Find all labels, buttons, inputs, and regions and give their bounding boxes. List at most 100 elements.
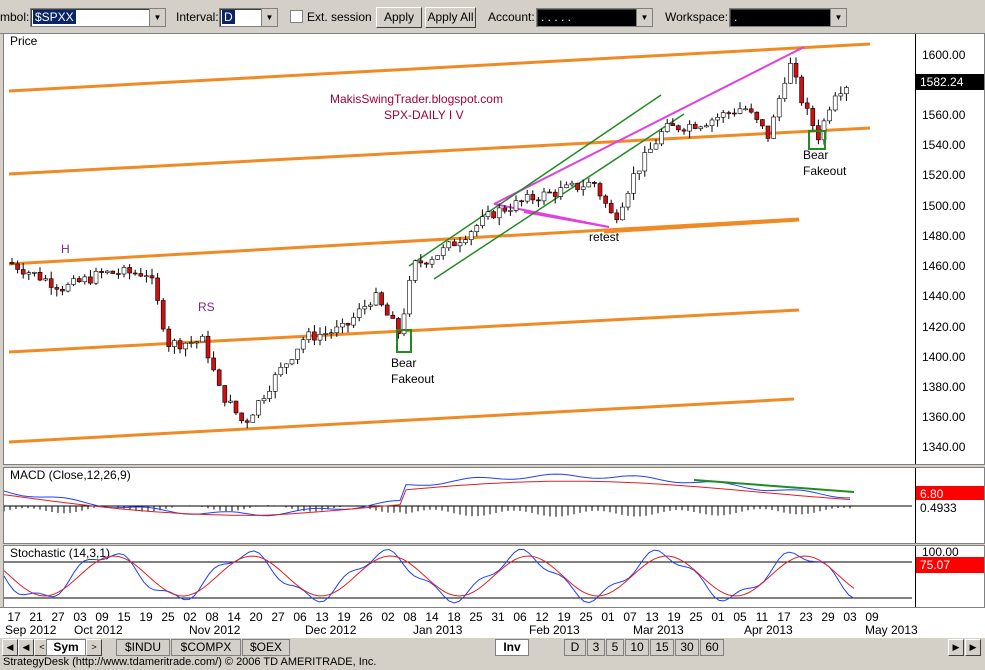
chevron-right-icon[interactable]: >	[86, 639, 102, 656]
candle-body	[698, 126, 704, 129]
chevron-down-icon[interactable]: ▼	[261, 9, 277, 26]
candle-body	[782, 82, 788, 99]
candle-body	[827, 109, 832, 122]
workspace-combo[interactable]: . ▼	[729, 8, 847, 27]
date-tick: 13	[645, 610, 659, 624]
price-tick: 1600.00	[922, 48, 966, 62]
candle-body	[474, 225, 480, 232]
tab-compx[interactable]: $COMPX	[171, 639, 241, 656]
price-chart[interactable]	[4, 34, 912, 464]
tab-indu[interactable]: $INDU	[116, 639, 170, 656]
candle-body	[519, 200, 524, 203]
candle-body	[138, 273, 144, 277]
stochastic-axis: 100.00 75.07	[915, 546, 984, 608]
month-tick: Mar 2013	[633, 623, 684, 637]
candle-body	[530, 194, 536, 201]
candle-body	[345, 322, 351, 326]
chart-title-annotation: SPX-DAILY I V	[384, 108, 464, 122]
candle-body	[580, 186, 586, 190]
candle-body	[323, 333, 328, 335]
candle-body	[709, 119, 715, 127]
tab-interval-5[interactable]: 5	[606, 639, 624, 656]
first-icon[interactable]: ◀	[2, 639, 18, 656]
interval-combo[interactable]: D ▼	[219, 8, 278, 27]
date-tick: 01	[711, 610, 725, 624]
symbol-combo[interactable]: $SPXX ▼	[30, 8, 166, 27]
bear-annotation: Bear	[391, 356, 417, 370]
candle-body	[676, 125, 681, 131]
workspace-label: Workspace:	[665, 10, 729, 24]
candle-body	[838, 93, 844, 97]
candle-body	[440, 247, 446, 256]
interval-value: D	[222, 10, 235, 24]
date-tick: 13	[315, 610, 329, 624]
tab-sym[interactable]: Sym	[46, 639, 86, 656]
candle-body	[804, 102, 810, 109]
candle-body	[435, 255, 440, 260]
last-icon[interactable]: ▶	[965, 639, 981, 656]
candle-body	[267, 391, 272, 399]
candle-body	[401, 313, 407, 335]
price-tick: 1340.00	[922, 440, 966, 454]
fakeout-annotation: Fakeout	[803, 164, 847, 178]
candle-body	[99, 271, 104, 273]
date-tick: 09	[865, 610, 879, 624]
price-tick: 1400.00	[922, 350, 966, 364]
prev-icon[interactable]: ◀	[18, 639, 34, 656]
tab-oex[interactable]: $OEX	[242, 639, 290, 656]
stochastic-pane-label: Stochastic (14,3,1)	[10, 546, 111, 560]
tab-interval-d[interactable]: D	[564, 639, 586, 656]
candle-body	[88, 276, 93, 284]
ext-session-checkbox[interactable]	[290, 10, 303, 23]
candle-body	[356, 308, 362, 318]
stochastic-pane[interactable]: Stochastic (14,3,1) 100.00 75.07	[3, 545, 985, 609]
candle-body	[631, 173, 636, 194]
stochastic-chart[interactable]	[4, 546, 912, 608]
macd-pane[interactable]: MACD (Close,12,26,9) 6.80 0.4933	[3, 467, 985, 544]
chevron-down-icon[interactable]: ▼	[636, 9, 652, 26]
candle-body	[76, 278, 82, 283]
tab-interval-60[interactable]: 60	[700, 639, 724, 656]
tab-interval-10[interactable]: 10	[625, 639, 649, 656]
candle-body	[508, 210, 513, 212]
tab-inv[interactable]: Inv	[495, 639, 529, 656]
date-tick: 19	[337, 610, 351, 624]
account-combo[interactable]: . . . . . ▼	[536, 8, 653, 27]
price-pane[interactable]: Price 1600.00 1582.24 1560.00 1540.00 15…	[3, 33, 985, 465]
tab-interval-3[interactable]: 3	[587, 639, 605, 656]
candle-body	[32, 272, 37, 274]
month-tick: Jan 2013	[413, 623, 463, 637]
date-tick: 08	[403, 610, 417, 624]
price-tick: 1520.00	[922, 168, 966, 182]
candle-body	[188, 342, 194, 344]
apply-all-button[interactable]: Apply All	[425, 7, 476, 28]
chevron-down-icon[interactable]: ▼	[149, 9, 165, 26]
tab-interval-30[interactable]: 30	[675, 639, 699, 656]
candle-body	[614, 212, 620, 221]
date-tick: 27	[51, 610, 65, 624]
candle-body	[608, 203, 614, 214]
date-tick: 17	[7, 610, 21, 624]
date-tick: 07	[623, 610, 637, 624]
candle-body	[513, 200, 519, 211]
divergence-line	[693, 479, 855, 493]
date-tick: 26	[359, 610, 373, 624]
month-tick: Feb 2013	[529, 623, 580, 637]
next-icon[interactable]: ▶	[948, 639, 964, 656]
apply-button[interactable]: Apply	[376, 7, 422, 28]
candle-body	[552, 191, 558, 197]
candle-body	[816, 125, 821, 141]
macd-chart[interactable]	[4, 468, 912, 543]
candle-body	[239, 412, 244, 422]
symbol-value: $SPXX	[33, 10, 76, 24]
date-tick: 31	[491, 610, 505, 624]
candle-body	[429, 259, 435, 265]
candle-body	[687, 123, 692, 132]
chevron-down-icon[interactable]: ▼	[830, 9, 846, 26]
tab-interval-15[interactable]: 15	[650, 639, 674, 656]
candle-body	[244, 420, 250, 423]
candle-body	[284, 363, 289, 368]
candle-body	[569, 182, 575, 186]
price-tick: 1440.00	[922, 289, 966, 303]
candle-body	[793, 63, 799, 78]
